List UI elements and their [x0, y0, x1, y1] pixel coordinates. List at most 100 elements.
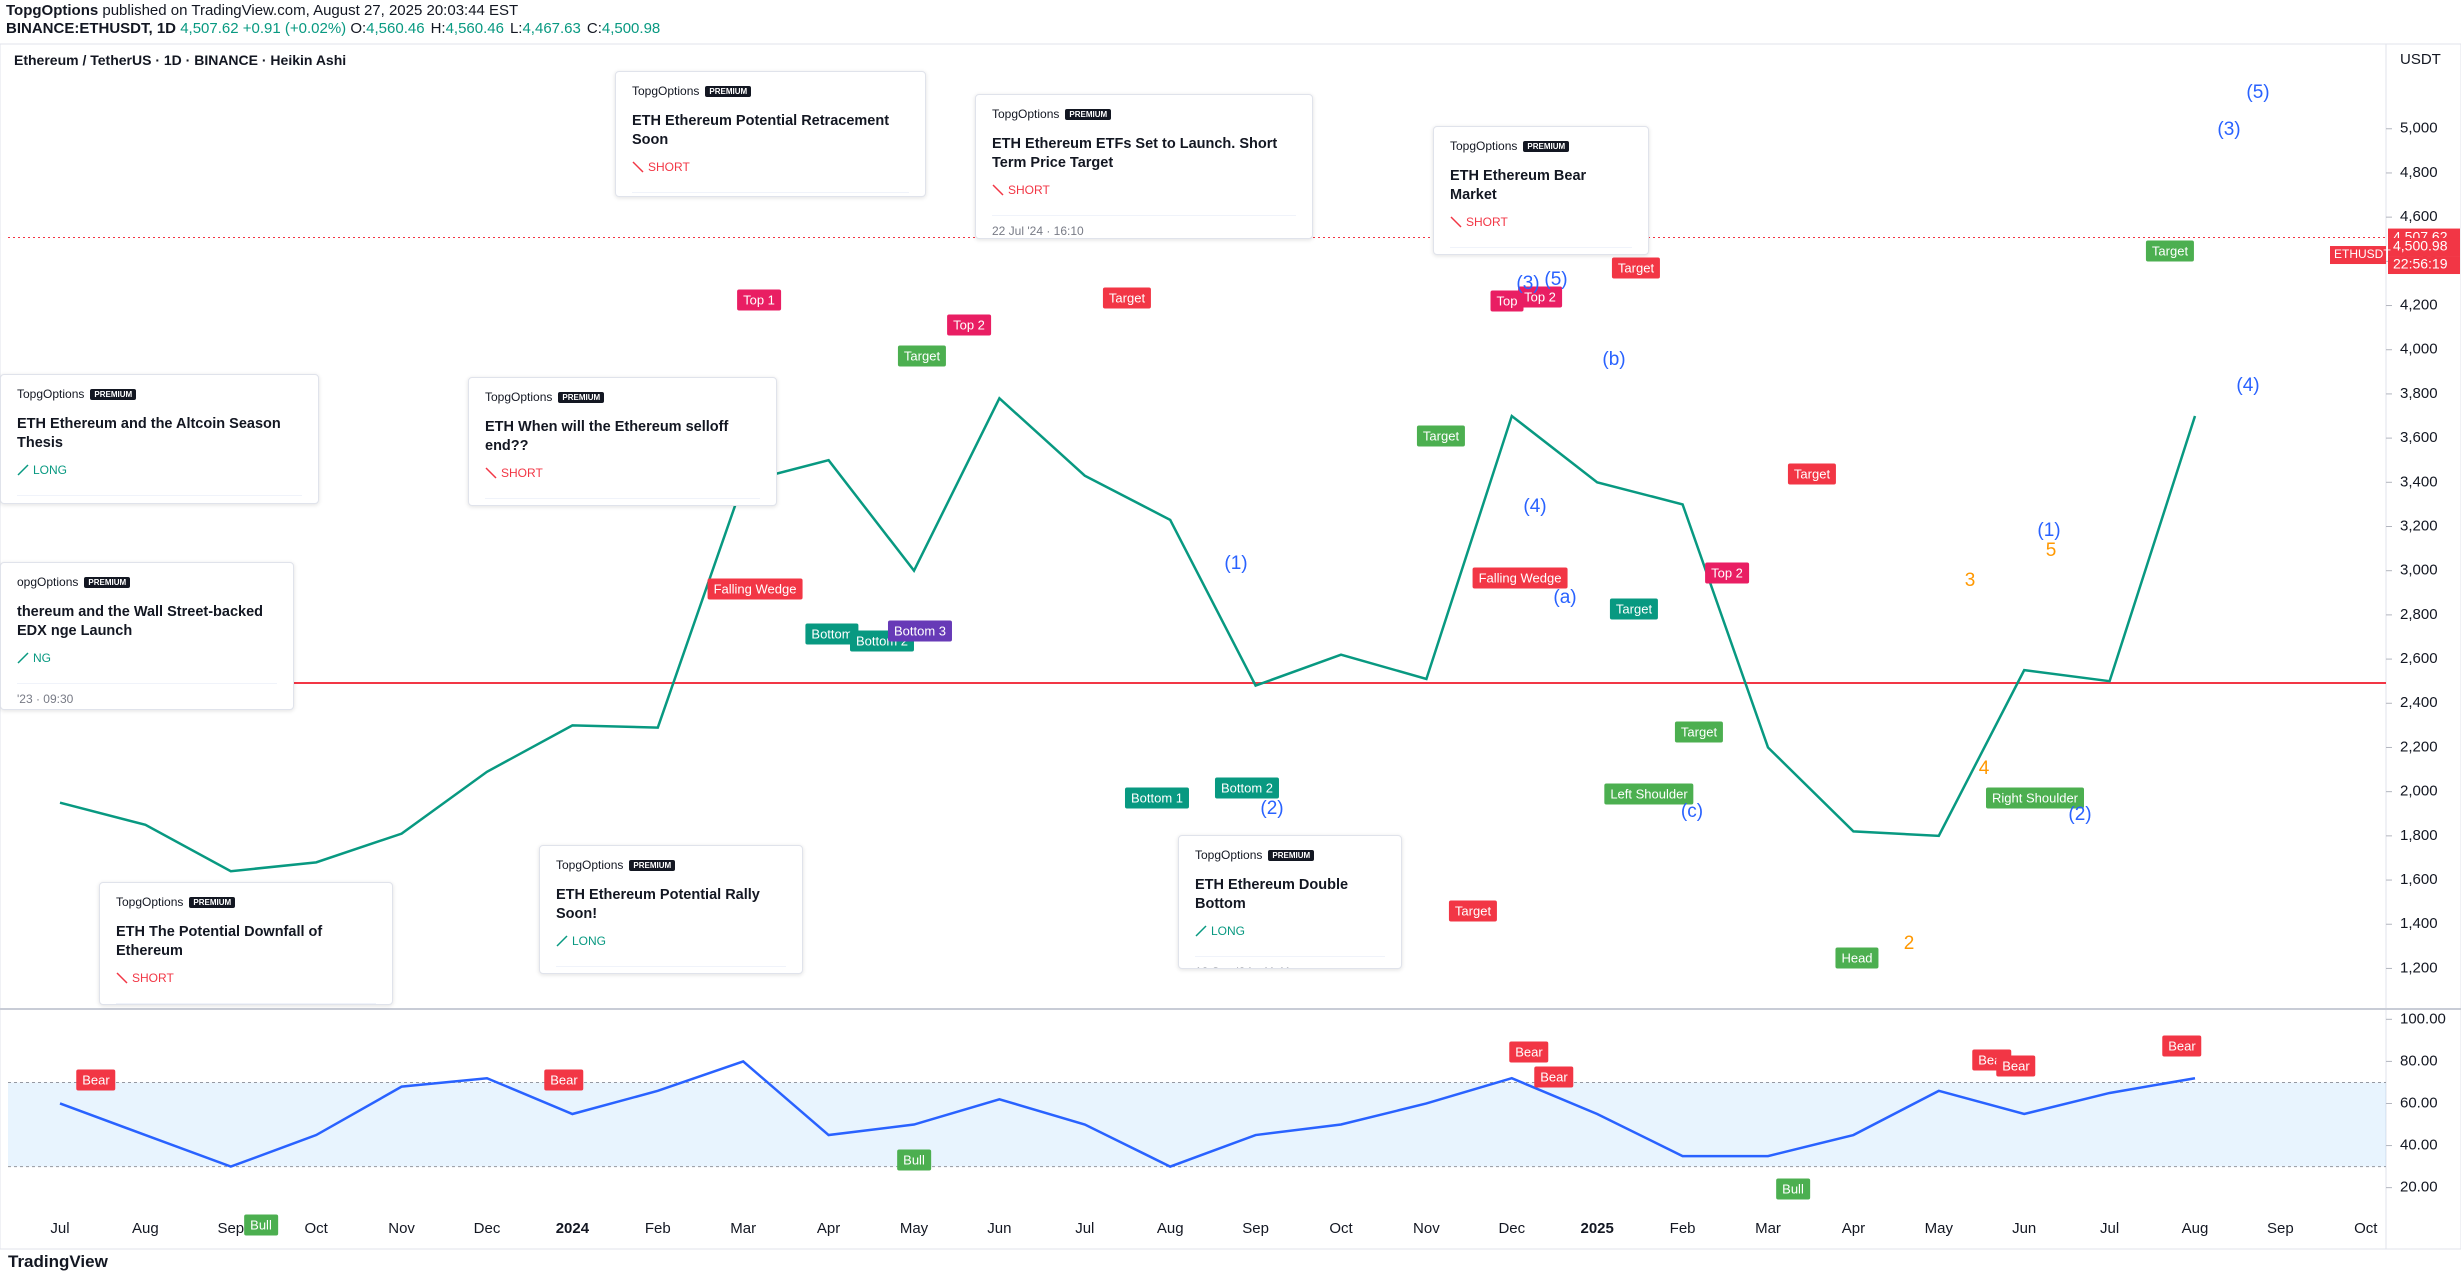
y-tick-label: 3,200 [2400, 517, 2438, 534]
chart-label: Target [1448, 900, 1498, 922]
idea-card: TopgOptions PREMIUM ETH Ethereum Potential… [615, 71, 926, 197]
badge: PREMIUM [629, 859, 676, 871]
idea-card: opgOptions PREMIUM thereum and the Wall St… [0, 562, 294, 710]
card-author-row: TopgOptions PREMIUM [556, 858, 786, 872]
direction: NG [33, 651, 51, 665]
x-tick-label: Sep [1242, 1220, 1269, 1237]
author: TopgOptions [17, 387, 85, 401]
card-author-row: TopgOptions PREMIUM [17, 387, 302, 401]
chart-label: Target [1102, 287, 1152, 309]
x-tick-label: Jun [2012, 1220, 2036, 1237]
countdown-tag [2388, 256, 2460, 275]
chart-label: (5) [1544, 269, 1568, 290]
x-tick-label: Jun [987, 1220, 1011, 1237]
ohlc-key: H: [430, 20, 446, 37]
x-tick-label: Sep [2267, 1220, 2294, 1237]
ohlc-key: L: [509, 20, 523, 37]
idea-card: TopgOptions PREMIUM ETH Ethereum Double Bo… [1178, 835, 1402, 969]
y-tick-label: 5,000 [2400, 120, 2438, 137]
badge: PREMIUM [1523, 140, 1570, 152]
axis-unit: USDT [2400, 51, 2441, 68]
chart-label: Top [1490, 290, 1524, 312]
direction-icon [556, 935, 568, 947]
footer: TradingView [8, 1252, 108, 1271]
symbol-tag: ETHUSDT [2334, 247, 2391, 261]
chart-label: Bear [76, 1069, 116, 1091]
x-tick-label: Feb [645, 1220, 671, 1237]
direction-icon [992, 184, 1004, 196]
y-tick-label: 1,800 [2400, 827, 2438, 844]
x-tick-label: Feb [1670, 1220, 1696, 1237]
card-author-row: opgOptions PREMIUM [17, 575, 277, 589]
chart-label: (a) [1553, 587, 1577, 608]
chart-label: Bear [1534, 1066, 1574, 1088]
badge: PREMIUM [84, 576, 131, 588]
chart-label: Top 2 [947, 314, 991, 336]
card-direction: SHORT [992, 183, 1296, 197]
arrow [1195, 925, 1207, 937]
direction-icon [1450, 216, 1462, 228]
idea-card: TopgOptions PREMIUM ETH The Potential Down… [99, 882, 393, 1005]
arrow [17, 464, 29, 476]
x-tick-label: Dec [474, 1220, 501, 1237]
y-tick-label: 1,400 [2400, 915, 2438, 932]
symbol: BINANCE:ETHUSDT, 1D [6, 20, 177, 37]
chart-label: Target [1787, 463, 1837, 485]
y-tick-label: 4,600 [2400, 208, 2438, 225]
card-author-row: TopgOptions PREMIUM [632, 84, 909, 98]
x-tick-label: Mar [730, 1220, 756, 1237]
y-tick-label: 3,400 [2400, 473, 2438, 490]
ohlc-value: 4,560.46 [445, 20, 504, 37]
x-tick-label: Mar [1755, 1220, 1781, 1237]
x-tick-label: Jul [50, 1220, 69, 1237]
card-title: ETH The Potential Downfall of Ethereum [116, 924, 323, 959]
chart-label: (4) [1523, 496, 1547, 517]
chart-label: Target [897, 345, 947, 367]
y-tick-label: 2,200 [2400, 738, 2438, 755]
chart-label: Bear [1509, 1041, 1549, 1063]
chart-label: (2) [2068, 804, 2092, 825]
x-tick-label: Sep [217, 1220, 244, 1237]
card-title: ETH When will the Ethereum selloff end?? [485, 419, 729, 454]
author: opgOptions [17, 575, 79, 589]
direction: SHORT [132, 971, 174, 985]
badge: PREMIUM [1065, 108, 1112, 120]
header: TopgOptions published on TradingView.com… [6, 2, 666, 38]
x-tick-label: Oct [2354, 1220, 2378, 1237]
y-tick-label: 40.00 [2400, 1137, 2438, 1154]
quote-line: BINANCE:ETHUSDT, 1D 4,507.62 +0.91 (+0.0… [6, 20, 666, 38]
card-direction: LONG [1195, 924, 1385, 938]
x-tick-label: Oct [1329, 1220, 1353, 1237]
chart-label: 3 [1964, 570, 1976, 591]
y-tick-label: 20.00 [2400, 1179, 2438, 1196]
y-tick-label: 2,800 [2400, 606, 2438, 623]
card-author-row: TopgOptions PREMIUM [116, 895, 376, 909]
ohlc-value: 4,560.46 [366, 20, 425, 37]
idea-card: TopgOptions PREMIUM ETH Ethereum Potential… [539, 845, 803, 974]
badge: PREMIUM [558, 391, 605, 403]
chart-label: (b) [1602, 349, 1626, 370]
price-tag [2388, 238, 2460, 257]
y-tick-label: 4,200 [2400, 297, 2438, 314]
price-tag-label: 4,500.98 [2393, 238, 2448, 254]
card-title: thereum and the Wall Street-backed EDX n… [17, 604, 264, 639]
arrow [1450, 216, 1462, 228]
card-date: 12 Sep '24 · 11:11 [1195, 956, 1385, 968]
chart-label: (1) [1224, 553, 1248, 574]
direction-icon [485, 467, 497, 479]
author: TopgOptions [1450, 139, 1518, 153]
arrow [992, 184, 1004, 196]
author: TopgOptions [1195, 848, 1263, 862]
ohlc-key: O: [350, 20, 367, 37]
x-tick-label: 2024 [556, 1220, 590, 1237]
card-title: ETH Ethereum and the Altcoin Season Thes… [17, 416, 281, 451]
direction-icon [632, 161, 644, 173]
card-title: ETH Ethereum ETFs Set to Launch. Short T… [992, 136, 1278, 171]
chart-label: Bottom 3 [887, 620, 953, 642]
published: published on TradingView.com, August 27,… [102, 2, 519, 19]
chart-label: Top 1 [737, 289, 781, 311]
y-tick-label: 60.00 [2400, 1094, 2438, 1111]
chart-label: 2 [1903, 933, 1915, 954]
author: TopgOptions [992, 107, 1060, 121]
